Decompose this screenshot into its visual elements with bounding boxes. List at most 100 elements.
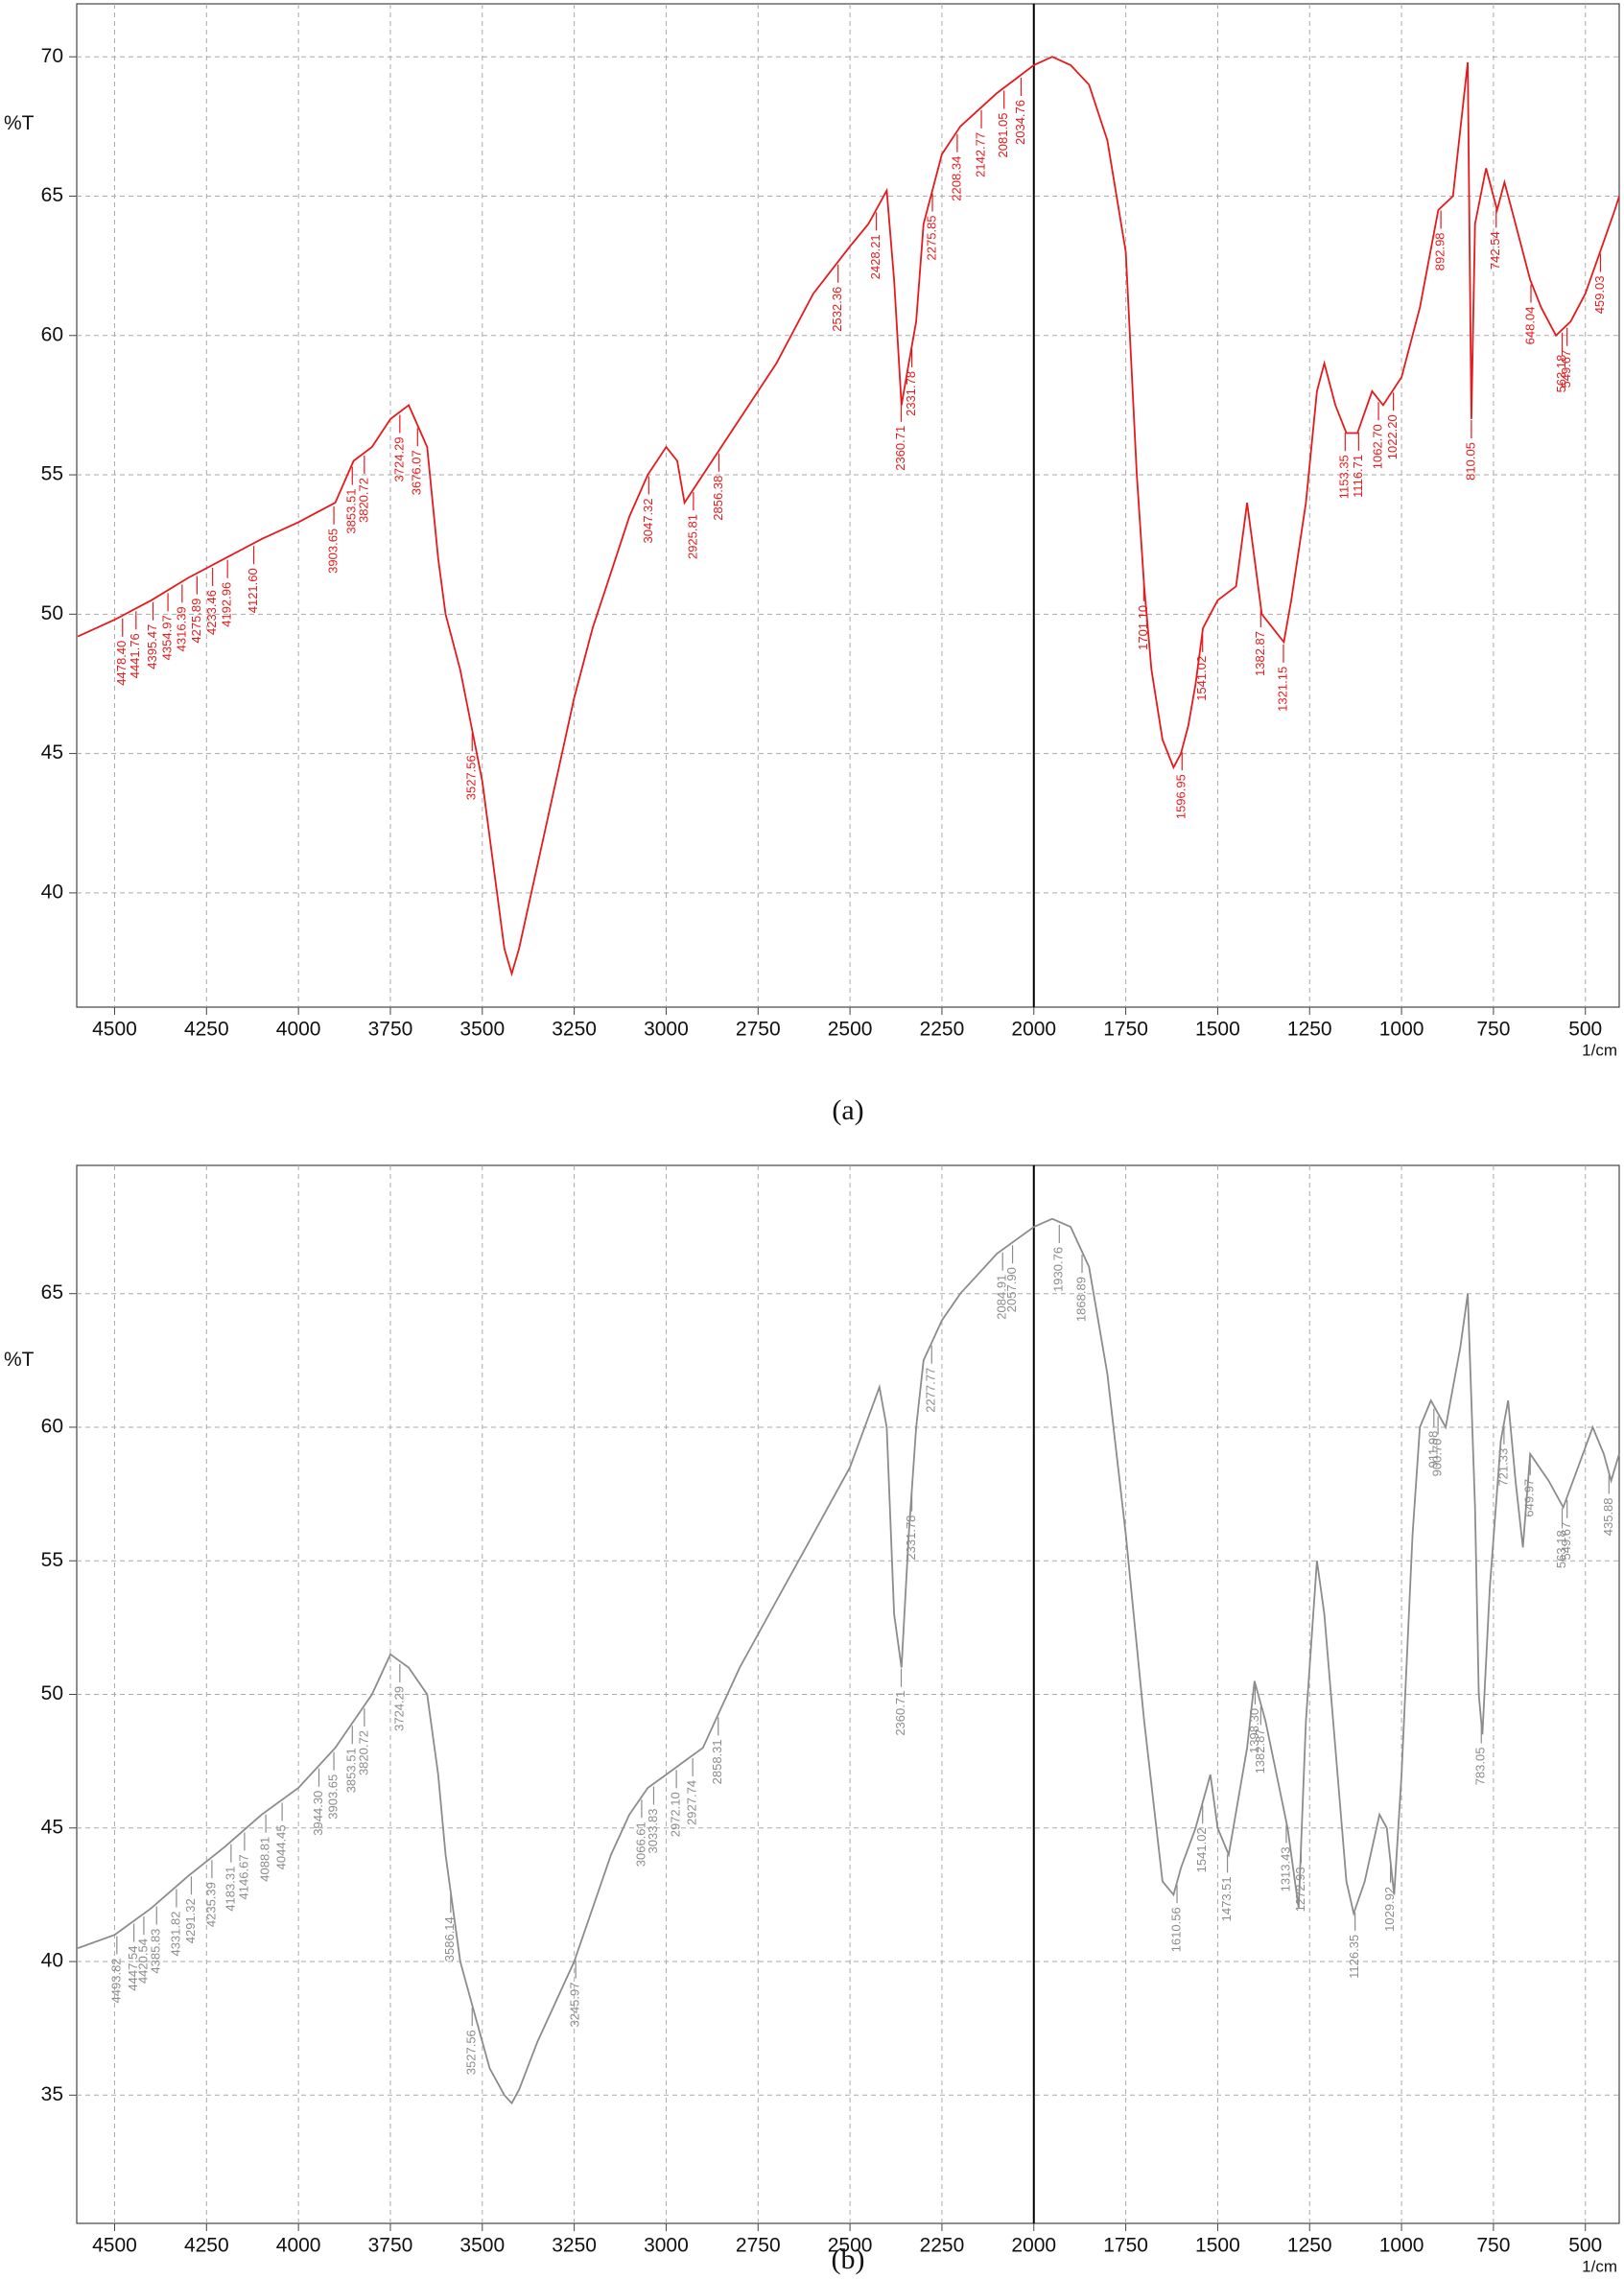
peak-label: 2532.36: [830, 287, 844, 332]
peak-label: 4441.76: [128, 633, 142, 678]
peak-label: 1313.43: [1278, 1846, 1292, 1891]
y-tick-label: 45: [41, 1816, 63, 1838]
peak-label: 3724.29: [391, 436, 406, 482]
plot-frame: [76, 3, 1620, 1008]
x-tick-label: 2250: [920, 2235, 965, 2257]
y-tick-label: 35: [41, 2083, 63, 2105]
x-tick-label: 2250: [920, 1019, 965, 1041]
x-tick-label: 750: [1476, 1019, 1510, 1041]
peak-label: 4291.32: [183, 1898, 198, 1943]
peak-label: 2331.78: [904, 1515, 918, 1561]
y-tick-label: 55: [41, 463, 63, 485]
peak-label: 1610.56: [1168, 1907, 1183, 1952]
peak-label: 892.98: [1433, 232, 1447, 270]
peak-label: 3066.61: [633, 1821, 647, 1867]
peak-label: 1930.76: [1051, 1247, 1066, 1292]
peak-label: 1029.92: [1382, 1887, 1397, 1932]
peak-label: 810.05: [1463, 442, 1477, 481]
x-axis-label: 1/cm: [1582, 1041, 1617, 1059]
peak-label: 2925.81: [685, 514, 699, 559]
x-tick-label: 3750: [368, 1019, 413, 1041]
peak-label: 2057.90: [1004, 1267, 1019, 1312]
y-tick-label: 45: [41, 741, 63, 764]
peak-label: 4447.54: [126, 1946, 140, 1991]
x-tick-label: 750: [1476, 2235, 1510, 2257]
peak-label: 4354.97: [160, 615, 175, 660]
peak-label: 3820.72: [356, 1730, 370, 1775]
x-tick-label: 2750: [736, 2235, 781, 2257]
peak-label: 3820.72: [356, 478, 370, 523]
peak-label: 2428.21: [868, 234, 883, 279]
peak-label: 3676.07: [410, 450, 424, 495]
x-tick-label: 2750: [736, 1019, 781, 1041]
peak-label: 3724.29: [391, 1686, 406, 1731]
peak-label: 563.18: [1554, 1530, 1568, 1568]
x-tick-label: 3000: [644, 2235, 689, 2257]
peak-label: 3527.56: [464, 755, 479, 800]
peak-label: 2360.71: [893, 1691, 907, 1736]
peak-label: 2084.91: [995, 1275, 1009, 1320]
caption: (b): [832, 2244, 865, 2275]
peak-label: 4385.83: [149, 1929, 163, 1974]
x-tick-label: 3500: [459, 1019, 505, 1041]
peak-label: 1126.35: [1347, 1935, 1361, 1979]
x-tick-label: 1500: [1195, 1019, 1240, 1041]
x-tick-label: 1250: [1287, 2235, 1332, 2257]
x-tick-label: 3000: [644, 1019, 689, 1041]
peak-label: 4192.96: [220, 582, 234, 627]
peak-label: 1272.93: [1293, 1867, 1307, 1912]
peak-label: 1868.89: [1073, 1277, 1088, 1322]
y-tick-label: 60: [41, 1416, 63, 1438]
x-tick-label: 1500: [1195, 2235, 1240, 2257]
peak-label: 2081.05: [996, 112, 1010, 157]
peak-label: 3047.32: [641, 498, 655, 543]
peak-label: 649.97: [1522, 1479, 1537, 1517]
x-tick-label: 4250: [184, 2235, 229, 2257]
peak-label: 4395.47: [145, 624, 159, 670]
peak-label: 1116.71: [1351, 455, 1365, 498]
peak-label: 1701.10: [1136, 605, 1150, 650]
peak-label: 2277.77: [924, 1368, 938, 1413]
x-tick-label: 1250: [1287, 1019, 1332, 1041]
x-tick-label: 1750: [1103, 2235, 1148, 2257]
peak-label: 783.05: [1473, 1748, 1488, 1786]
peak-label: 4233.46: [204, 590, 219, 635]
y-tick-label: 40: [41, 1950, 63, 1972]
y-tick-label: 65: [41, 1281, 63, 1304]
peak-label: 1541.02: [1194, 1827, 1209, 1872]
peak-label: 2972.10: [669, 1792, 683, 1837]
peak-label: 4044.45: [274, 1824, 289, 1869]
peak-label: 1062.70: [1370, 424, 1384, 469]
y-tick-label: 60: [41, 323, 63, 345]
spectrum-line: [77, 56, 1620, 977]
x-tick-label: 1000: [1379, 1019, 1424, 1041]
peak-label: 3033.83: [646, 1808, 660, 1853]
peak-label: 1541.02: [1194, 656, 1209, 701]
peak-label: 549.67: [1559, 350, 1573, 388]
peak-label: 3853.51: [344, 489, 359, 534]
x-tick-label: 3250: [552, 1019, 597, 1041]
peak-label: 3853.51: [344, 1748, 359, 1793]
x-tick-label: 4500: [92, 1019, 137, 1041]
peak-label: 4316.39: [174, 606, 188, 651]
x-tick-label: 500: [1568, 1019, 1602, 1041]
peak-label: 1153.35: [1337, 455, 1352, 499]
peak-label: 2856.38: [711, 476, 725, 521]
peak-label: 2142.77: [973, 132, 987, 177]
peak-label: 2360.71: [893, 426, 907, 471]
x-tick-label: 500: [1568, 2235, 1602, 2257]
peak-label: 2927.74: [685, 1780, 699, 1825]
peak-label: 3245.97: [568, 1983, 582, 2028]
peak-label: 3944.30: [311, 1791, 325, 1836]
peak-label: 2331.78: [904, 371, 918, 416]
peak-label: 1596.95: [1174, 774, 1189, 819]
x-tick-label: 4000: [276, 2235, 321, 2257]
peak-label: 3586.14: [442, 1916, 457, 1962]
x-axis-label: 1/cm: [1582, 2257, 1617, 2275]
peak-label: 721.33: [1495, 1448, 1510, 1487]
peak-label: 2034.76: [1013, 100, 1027, 145]
y-tick-label: 70: [41, 45, 63, 67]
y-tick-label: 50: [41, 1682, 63, 1704]
peak-label: 1321.15: [1275, 667, 1289, 712]
